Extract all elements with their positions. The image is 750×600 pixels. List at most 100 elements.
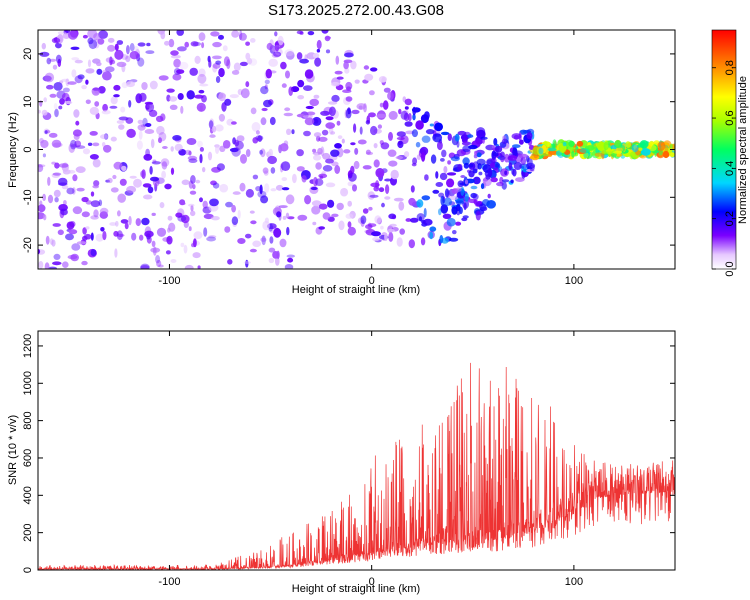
spectrogram-cell (85, 68, 95, 74)
spectrogram-cell (115, 220, 119, 227)
spectrogram-cell (137, 124, 146, 131)
spectrogram-cell (121, 165, 127, 172)
spectrogram-cell (215, 145, 220, 154)
spectrogram-cell (75, 120, 80, 126)
spectrogram-cell (38, 248, 41, 255)
spectrogram-cell (149, 80, 158, 90)
spectrogram-cell (172, 73, 182, 81)
spectrogram-cell (129, 51, 139, 60)
spectrogram-y-tick-label: 0 (22, 146, 34, 152)
spectrogram-cell (145, 123, 152, 127)
spectrogram-cell (250, 107, 257, 115)
spectrogram-cell (260, 86, 269, 95)
spectrogram-cell (380, 142, 390, 150)
spectrogram-cell (62, 87, 70, 93)
spectrogram-cell (166, 88, 175, 93)
spectrogram-cell (82, 34, 88, 39)
spectrogram-cell (165, 250, 171, 255)
spectrogram-cell (184, 41, 189, 48)
spectrogram-cell (218, 92, 226, 102)
spectrogram-cell (161, 161, 168, 170)
spectrogram-y-tick-label: -20 (22, 237, 34, 253)
spectrogram-cell (468, 163, 474, 168)
spectrogram-cell (116, 61, 127, 68)
spectrogram-cell (238, 32, 247, 41)
spectrogram-cell (472, 176, 481, 185)
spectrogram-cell (327, 199, 335, 208)
spectrogram-cell (265, 68, 272, 79)
spectrogram-cell (150, 138, 155, 149)
spectrogram-cell (54, 108, 59, 118)
spectrogram-cell (338, 220, 345, 231)
spectrogram-cell (411, 129, 418, 138)
spectrogram-cell (450, 156, 460, 162)
spectrogram-cell (430, 154, 437, 164)
spectrogram-cell (259, 184, 263, 195)
spectrogram-cell (452, 230, 457, 235)
spectrogram-cell (231, 70, 240, 75)
spectrogram-cell (38, 109, 41, 114)
spectrogram-cell (346, 86, 352, 91)
spectrogram-cell (447, 160, 451, 165)
spectrogram-cell (209, 198, 219, 207)
spectrogram-cell (662, 150, 670, 159)
spectrogram-cell (280, 161, 291, 172)
spectrogram-cell (41, 109, 48, 116)
spectrogram-cell (249, 210, 255, 214)
spectrogram-cell (457, 163, 463, 171)
spectrogram-y-ticks: -20 -10 0 10 20 (22, 48, 675, 253)
spectrogram-cell (373, 186, 380, 192)
snr-x-axis-title: Height of straight line (km) (292, 583, 420, 595)
spectrogram-cell (325, 36, 331, 40)
spectrogram-cell (190, 41, 199, 47)
spectrogram-cell (245, 188, 254, 198)
spectrogram-cell (245, 149, 251, 157)
spectrogram-cell (90, 191, 95, 197)
spectrogram-cell (44, 72, 55, 83)
spectrogram-cell (120, 219, 129, 224)
spectrogram-cell (314, 152, 319, 157)
snr-y-tick-label: 800 (22, 411, 34, 429)
spectrogram-cell (58, 105, 63, 110)
spectrogram-cell (303, 85, 313, 91)
spectrogram-cell (67, 81, 77, 85)
spectrogram-cell (168, 38, 175, 48)
spectrogram-cell (278, 205, 288, 209)
spectrogram-cell (548, 150, 558, 155)
spectrogram-cell (112, 174, 117, 180)
spectrogram-cell (81, 85, 87, 90)
spectrogram-cell (316, 48, 321, 53)
spectrogram-cell (396, 131, 406, 138)
spectrogram-cell (41, 42, 46, 50)
spectrogram-cell (110, 187, 119, 193)
snr-y-tick-label: 1200 (22, 334, 34, 358)
spectrogram-cell (305, 105, 314, 110)
spectrogram-cell (487, 168, 493, 178)
spectrogram-cell (412, 157, 418, 165)
spectrogram-cell (513, 162, 522, 170)
spectrogram-cell (99, 211, 109, 219)
spectrogram-x-tick-label: 100 (565, 275, 583, 287)
spectrogram-cell (136, 140, 143, 150)
spectrogram-cell (446, 178, 455, 188)
spectrogram-cell (423, 218, 433, 226)
spectrogram-cell (362, 208, 369, 214)
spectrogram-cell (93, 33, 100, 41)
spectrogram-cell (463, 202, 467, 211)
spectrogram-cell (526, 132, 533, 140)
spectrogram-cell (81, 211, 90, 218)
snr-x-tick-label: -100 (158, 576, 180, 588)
spectrogram-cell (354, 147, 359, 155)
spectrogram-cell (499, 151, 505, 158)
spectrogram-cell (446, 217, 456, 227)
spectrogram-cell (260, 237, 267, 242)
spectrogram-cell (199, 153, 203, 164)
spectrogram-cell (310, 186, 318, 191)
spectrogram-cell (210, 180, 217, 186)
spectrogram-cell (240, 88, 250, 99)
spectrogram-cell (281, 187, 290, 191)
spectrogram-cell (67, 254, 78, 260)
spectrogram-cell (461, 217, 468, 222)
spectrogram-cell (268, 257, 275, 264)
spectrogram-cell (669, 152, 675, 158)
